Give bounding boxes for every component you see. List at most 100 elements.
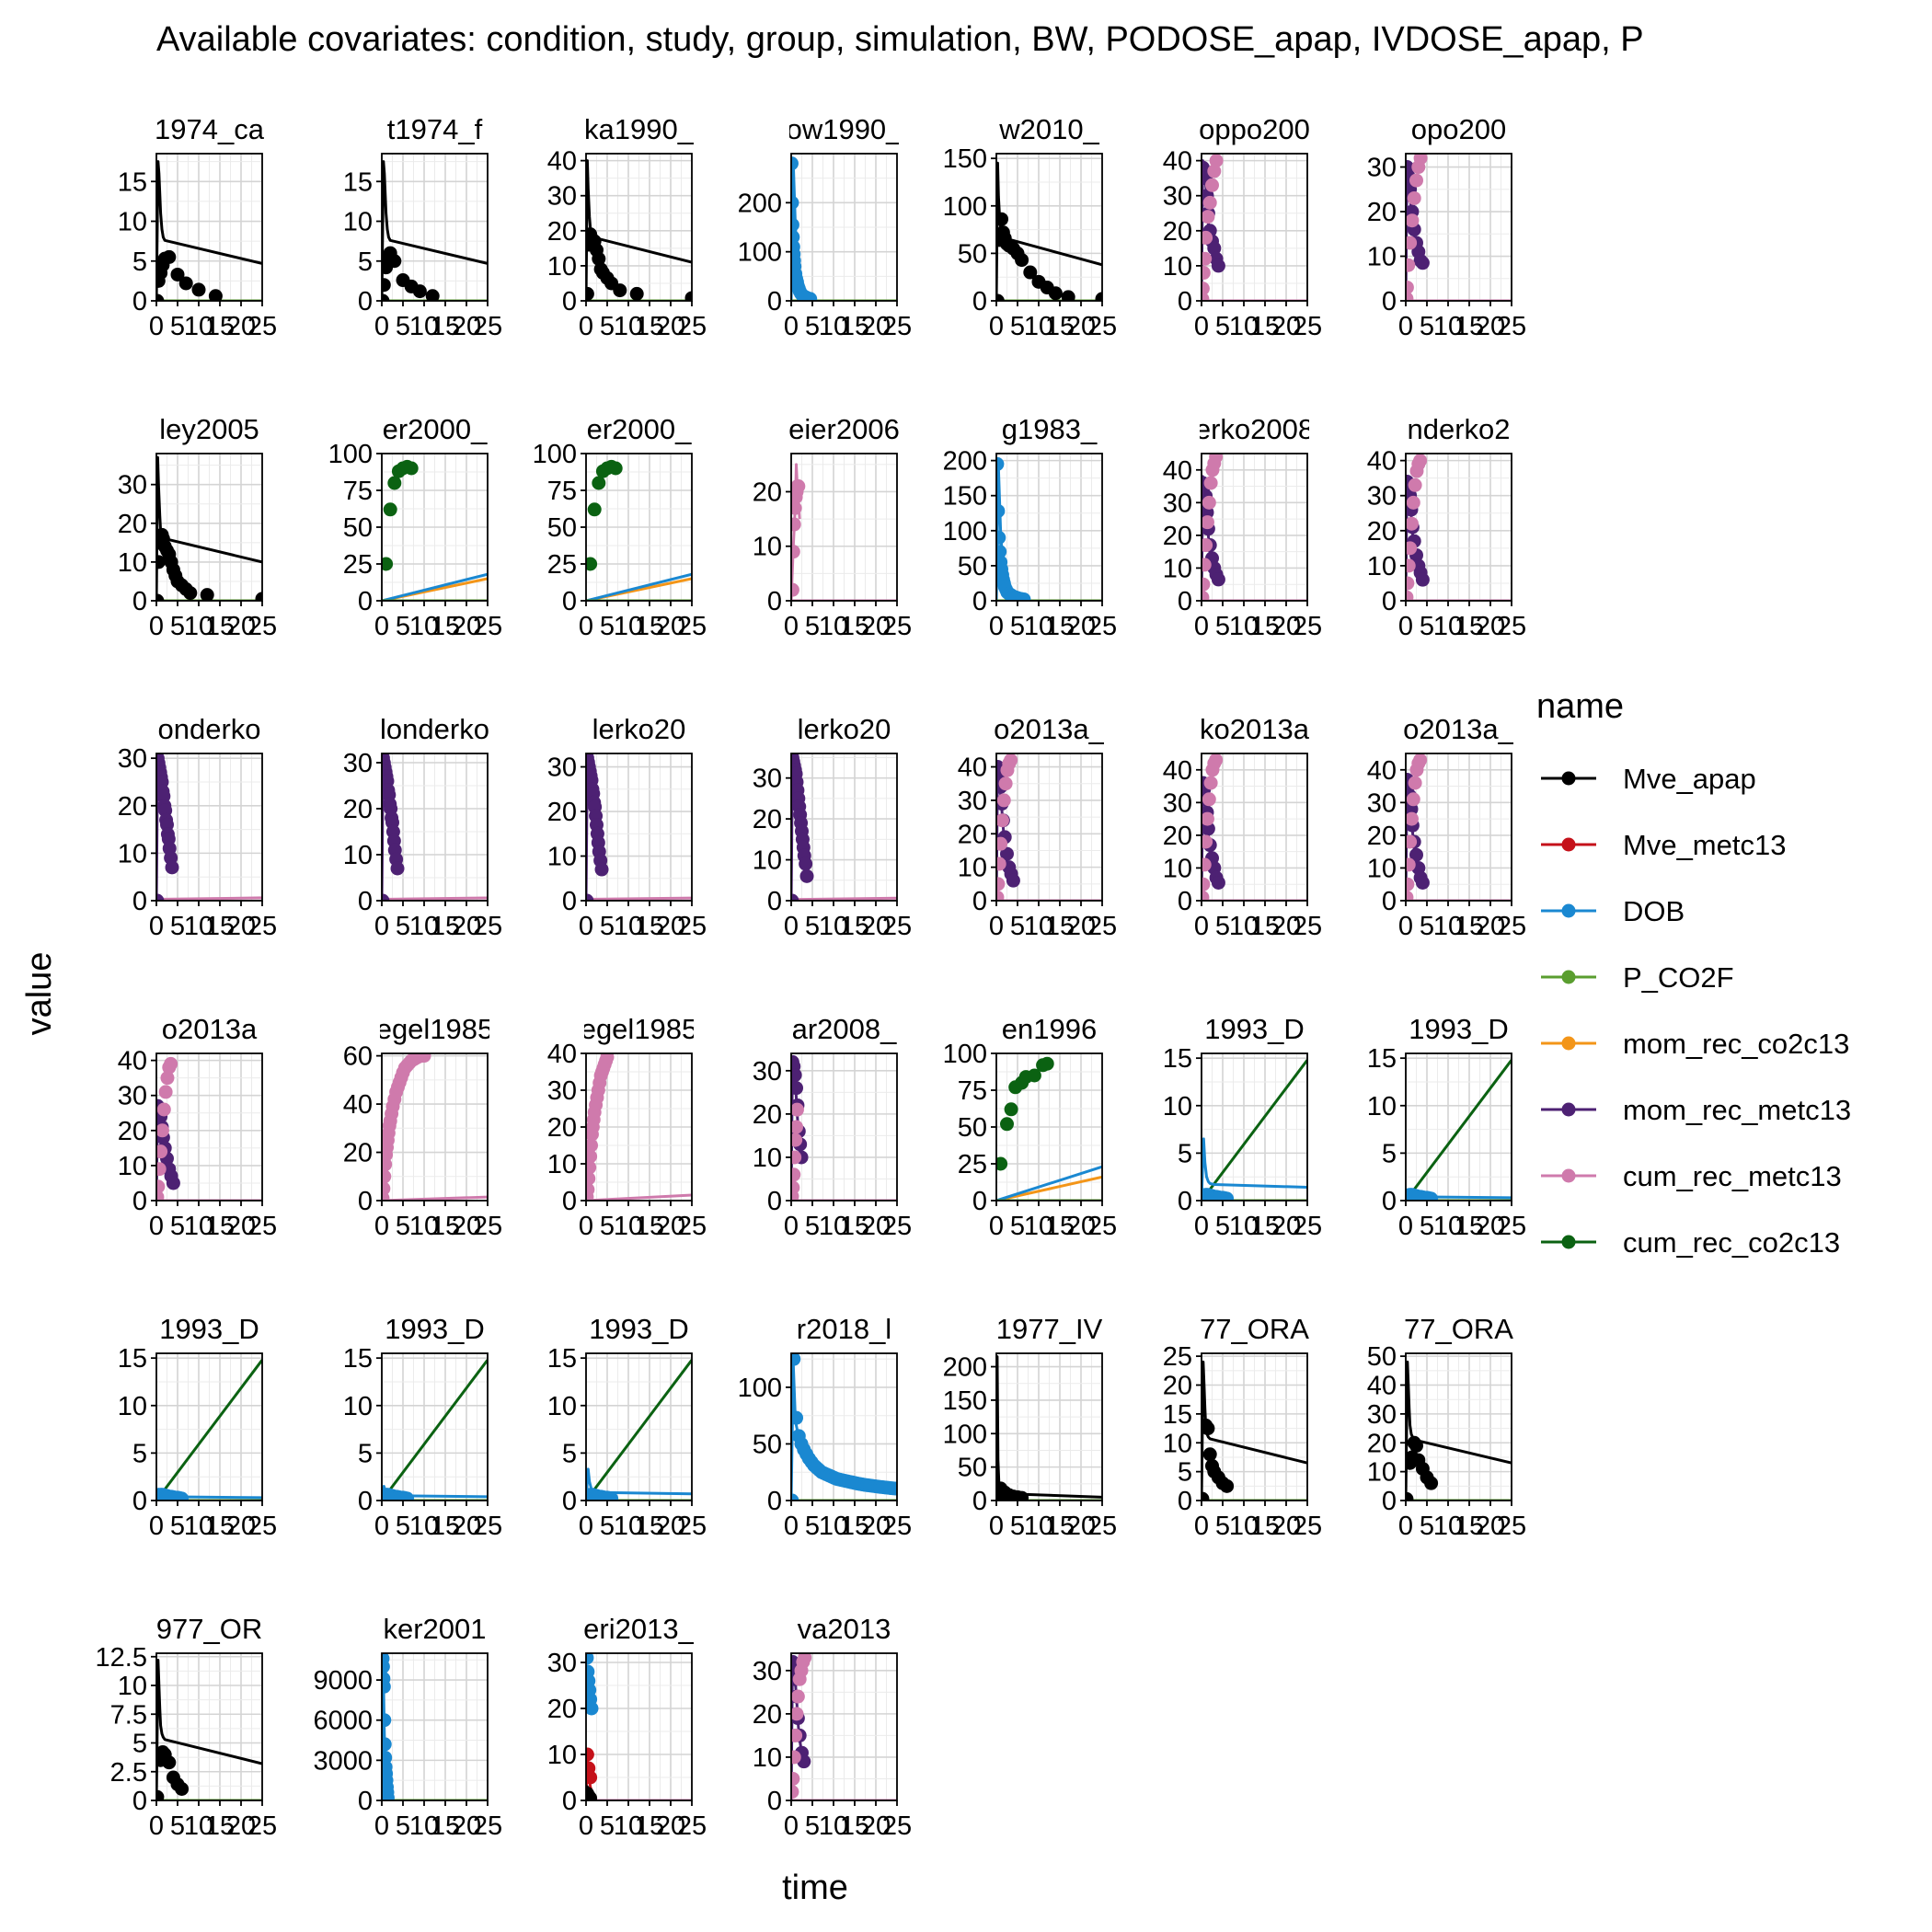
- x-tick-label: 15: [1045, 912, 1075, 941]
- panel-border: [790, 153, 898, 302]
- data-point-mve-apap: [178, 276, 193, 291]
- data-point-dob: [604, 1491, 619, 1501]
- data-point-cum-rec-metc13: [1202, 251, 1213, 266]
- panel-data: [1406, 753, 1512, 901]
- y-tick-label: 10: [1163, 1429, 1192, 1458]
- x-tick-label: 20: [861, 912, 891, 941]
- y-tick-label: 10: [1367, 552, 1397, 581]
- legend-entry: P_CO2F: [1541, 961, 1734, 994]
- y-tick-label: 15: [118, 167, 147, 197]
- x-tick-label: 25: [473, 612, 502, 641]
- x-tick-label: 15: [840, 1512, 869, 1541]
- panel-grid: [790, 153, 898, 302]
- panel-border: [790, 453, 898, 602]
- series-line-mom-rec-co2c13: [996, 1175, 1102, 1201]
- panel-data: [996, 753, 1102, 901]
- y-tick-label: 20: [547, 798, 577, 827]
- data-point-dob: [1220, 1191, 1235, 1201]
- facet-strip-label: 1993_D: [385, 1313, 485, 1345]
- data-point-cum-rec-metc13: [156, 1102, 171, 1117]
- x-tick-label: 5: [170, 912, 185, 941]
- x-tick-label: 25: [1497, 312, 1526, 341]
- data-point-mom-rec-metc13: [594, 862, 609, 877]
- y-tick-label: 0: [132, 1487, 147, 1516]
- panel-border: [995, 153, 1103, 302]
- facet-strip-label: 1974_ca: [155, 113, 265, 145]
- x-tick-label: 15: [1455, 612, 1484, 641]
- data-point-dob: [175, 1491, 190, 1501]
- y-tick-label: 50: [753, 1430, 782, 1459]
- x-tick-label: 15: [205, 912, 235, 941]
- x-tick-label: 15: [205, 1811, 235, 1841]
- data-point-cum-rec-metc13: [1202, 266, 1211, 281]
- x-tick-label: 15: [1045, 612, 1075, 641]
- y-tick-label: 10: [547, 843, 577, 872]
- legend-label: Mve_metc13: [1623, 829, 1786, 861]
- legend-key-point: [1561, 1036, 1576, 1051]
- x-tick-label: 10: [1229, 612, 1259, 641]
- data-point-dob: [1424, 1191, 1439, 1201]
- y-tick-label: 20: [547, 1113, 577, 1143]
- x-tick-label: 0: [579, 1212, 593, 1241]
- x-tick-label: 15: [1045, 312, 1075, 341]
- y-tick-label: 30: [118, 744, 147, 774]
- y-tick-label: 10: [753, 1144, 782, 1173]
- y-tick-label: 40: [1163, 456, 1192, 486]
- data-point-cum-rec-metc13: [1202, 538, 1213, 553]
- x-tick-label: 5: [1010, 1212, 1025, 1241]
- data-point-cum-rec-metc13: [1406, 558, 1416, 573]
- x-tick-label: 5: [1215, 1512, 1230, 1541]
- y-tick-label: 12.5: [96, 1643, 147, 1673]
- data-point-mve-apap: [191, 282, 206, 297]
- x-tick-label: 20: [226, 912, 256, 941]
- data-point-mve-apap: [1023, 265, 1038, 280]
- panel-border: [381, 153, 489, 302]
- panel-data: [996, 1056, 1102, 1201]
- data-point-cum-rec-metc13: [1202, 811, 1214, 826]
- x-tick-label: 10: [614, 912, 643, 941]
- data-point-cum-rec-metc13: [996, 813, 1009, 828]
- data-point-mve-apap: [586, 286, 594, 301]
- x-tick-label: 0: [1194, 612, 1209, 641]
- y-tick-label: 0: [767, 287, 782, 316]
- x-tick-label: 25: [1293, 912, 1322, 941]
- x-tick-label: 15: [205, 612, 235, 641]
- x-tick-label: 25: [473, 912, 502, 941]
- x-tick-label: 5: [396, 912, 410, 941]
- facet-strip-label: ka1990_: [584, 113, 695, 145]
- x-tick-label: 5: [1010, 912, 1025, 941]
- x-tick-label: 20: [1476, 912, 1505, 941]
- facet-strip-label: 77_ORA: [1404, 1313, 1513, 1345]
- x-tick-label: 10: [614, 1811, 643, 1841]
- x-tick-label: 0: [579, 312, 593, 341]
- y-tick-label: 50: [958, 1113, 987, 1143]
- y-axis-label: value: [20, 952, 59, 1036]
- data-point-dob: [803, 292, 818, 301]
- x-tick-label: 15: [840, 612, 869, 641]
- y-tick-label: 20: [753, 477, 782, 507]
- panel-grid: [995, 154, 1103, 302]
- data-point-dob: [791, 1493, 799, 1501]
- data-point-dob: [1017, 592, 1031, 601]
- y-tick-label: 0: [132, 587, 147, 616]
- y-tick-label: 30: [753, 1057, 782, 1087]
- data-point-mve-apap: [382, 278, 391, 293]
- data-point-cum-rec-metc13: [160, 1071, 175, 1086]
- x-tick-label: 15: [1045, 1512, 1075, 1541]
- y-tick-label: 25: [343, 550, 373, 580]
- panel-data: [791, 1653, 897, 1800]
- panel-data: [156, 455, 262, 601]
- data-point-dob: [996, 545, 1007, 559]
- y-tick-label: 30: [1163, 489, 1192, 518]
- x-tick-label: 25: [677, 912, 707, 941]
- y-tick-label: 15: [547, 1344, 577, 1374]
- panel-border: [1201, 153, 1308, 302]
- data-point-cum-rec-metc13: [1406, 792, 1420, 807]
- facet-strip-label: opo200: [1411, 113, 1506, 145]
- series-line-cum-rec-co2c13: [1406, 1059, 1512, 1201]
